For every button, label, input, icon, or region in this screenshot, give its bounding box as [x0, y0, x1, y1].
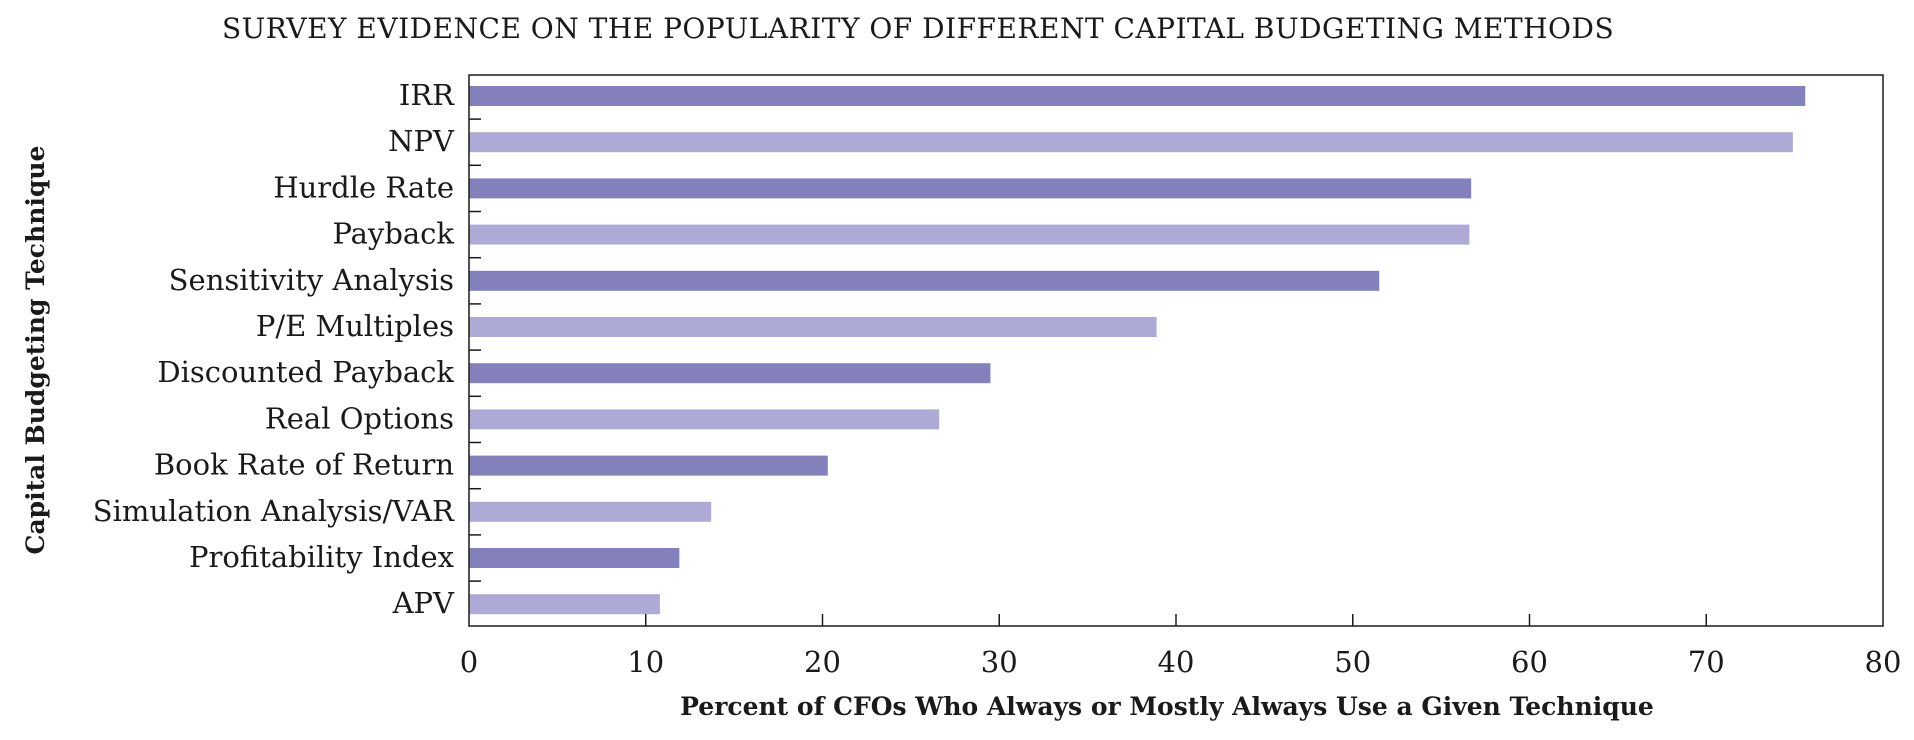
bar-sensitivity-analysis	[469, 270, 1380, 291]
bar-payback	[469, 224, 1470, 245]
category-label-npv: NPV	[388, 124, 455, 158]
x-axis-title: Percent of CFOs Who Always or Mostly Alw…	[680, 692, 1654, 721]
x-tick-label: 50	[1334, 645, 1371, 679]
category-label-real-options: Real Options	[265, 401, 454, 435]
x-tick-label: 70	[1688, 645, 1725, 679]
bar-simulation-analysis-var	[469, 501, 712, 522]
bar-npv	[469, 132, 1793, 153]
chart-title: SURVEY EVIDENCE ON THE POPULARITY OF DIF…	[222, 12, 1614, 45]
bar-discounted-payback	[469, 363, 991, 384]
category-label-book-rate-of-return: Book Rate of Return	[154, 448, 454, 482]
category-label-simulation-analysis-var: Simulation Analysis/VAR	[93, 494, 455, 528]
x-tick-label: 10	[627, 645, 664, 679]
plot-frame	[468, 74, 1884, 627]
bar-book-rate-of-return	[469, 455, 828, 476]
category-labels: IRR NPV Hurdle Rate Payback Sensitivity Anal…	[93, 78, 455, 620]
category-label-hurdle-rate: Hurdle Rate	[273, 170, 454, 204]
category-label-payback: Payback	[332, 217, 454, 251]
x-tick-label: 30	[981, 645, 1018, 679]
category-label-apv: APV	[392, 586, 455, 620]
bar-profitability-index	[469, 548, 680, 568]
x-tick-label: 0	[460, 645, 478, 679]
bar-real-options	[469, 409, 940, 430]
x-tick-label: 40	[1158, 645, 1195, 679]
y-axis-title: Capital Budgeting Technique	[21, 146, 50, 555]
category-label-p-e-multiples: P/E Multiples	[256, 309, 454, 343]
category-label-sensitivity-analysis: Sensitivity Analysis	[169, 263, 454, 297]
category-label-discounted-payback: Discounted Payback	[157, 355, 454, 389]
x-tick-label: 20	[804, 645, 841, 679]
x-tick-label: 60	[1511, 645, 1548, 679]
category-label-irr: IRR	[399, 78, 455, 112]
bars-layer	[469, 86, 1806, 615]
bar-hurdle-rate	[469, 178, 1472, 199]
bar-apv	[469, 594, 660, 615]
x-axis-ticks: 0 10 20 30 40 50 60 70 80	[460, 118, 1902, 679]
bar-irr	[469, 86, 1806, 106]
x-tick-label: 80	[1865, 645, 1902, 679]
category-label-profitability-index: Profitability Index	[189, 540, 454, 574]
bar-p-e-multiples	[469, 317, 1157, 337]
